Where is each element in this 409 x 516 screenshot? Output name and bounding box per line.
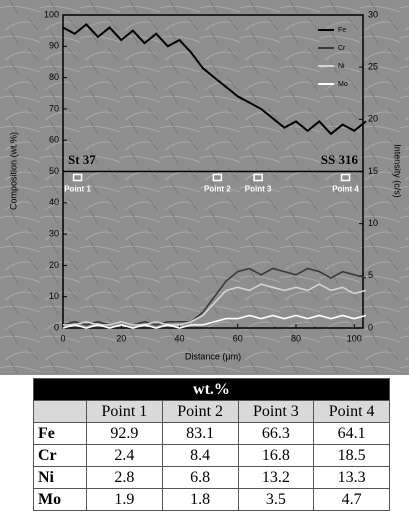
legend-label: Fe	[338, 27, 346, 34]
y-tick-label: 30	[49, 228, 59, 238]
y-tick-label: 10	[49, 291, 59, 301]
y2-tick-label: 25	[368, 62, 378, 72]
row-label: Mo	[33, 488, 87, 511]
point-marker	[253, 173, 263, 182]
x-tick-label: 40	[174, 333, 184, 343]
table-cell: 64.1	[313, 422, 390, 445]
x-axis-label: Distance (μm)	[185, 351, 241, 361]
y-tick-label: 60	[49, 135, 59, 145]
table-cell: 18.5	[313, 444, 390, 467]
row-label: Cr	[33, 444, 87, 467]
table-row: Cr 2.4 8.4 16.8 18.5	[33, 444, 390, 467]
x-tick-label: 80	[291, 333, 301, 343]
point-label: Point 2	[204, 185, 231, 194]
point-marker	[72, 173, 83, 182]
region-label: St 37	[68, 152, 96, 167]
point-label: Point 4	[332, 185, 359, 194]
y-tick-label: 50	[49, 166, 59, 176]
table-row: Fe 92.9 83.1 66.3 64.1	[33, 422, 390, 445]
y-tick-label: 80	[49, 72, 59, 82]
y-tick-label: 40	[49, 197, 59, 207]
table-cell: 3.5	[237, 488, 315, 511]
point-label: Point 3	[245, 185, 272, 194]
legend-label: Ni	[338, 63, 345, 70]
column-header: Point 1	[86, 400, 163, 423]
y2-tick-label: 30	[368, 9, 378, 19]
y-tick-label: 0	[54, 322, 59, 332]
table-row: Mo 1.9 1.8 3.5 4.7	[33, 488, 390, 511]
chart: Composition (wt.%) Intensity (c/s) Dista…	[0, 0, 409, 375]
table-cell: 8.4	[161, 444, 239, 467]
y2-tick-label: 5	[368, 270, 373, 280]
y2-tick-label: 20	[368, 114, 378, 124]
table-cell: 1.9	[86, 488, 163, 511]
data-line	[62, 314, 367, 329]
region-label: SS 316	[321, 152, 359, 167]
point-marker	[340, 173, 351, 182]
legend-label: Mo	[338, 81, 348, 88]
x-tick-label: 0	[60, 333, 65, 343]
row-label: Ni	[33, 466, 87, 489]
y2-tick-label: 15	[368, 166, 378, 176]
data-line	[63, 283, 367, 326]
y-tick-label: 20	[49, 260, 59, 270]
table-cell: 4.7	[313, 488, 390, 511]
x-tick-label: 100	[347, 333, 362, 343]
table-cell: 1.8	[161, 488, 239, 511]
point-marker	[212, 173, 223, 182]
table-row: Ni 2.8 6.8 13.2 13.3	[33, 466, 390, 489]
table-cell: 16.8	[237, 444, 315, 467]
table-cell: 92.9	[86, 422, 163, 445]
y2-tick-label: 10	[368, 218, 378, 228]
y2-tick-label: 0	[368, 322, 373, 332]
point-label: Point 1	[64, 185, 91, 194]
table-cell: 13.2	[237, 466, 315, 489]
table-cell: 83.1	[161, 422, 239, 445]
x-tick-label: 60	[233, 333, 243, 343]
x-tick-label: 20	[116, 333, 126, 343]
table-cell: 66.3	[237, 422, 315, 445]
column-header: Point 3	[237, 400, 315, 423]
row-label: Fe	[33, 422, 87, 445]
corner-cell	[33, 400, 87, 423]
table-cell: 6.8	[161, 466, 239, 489]
y2-axis-label: Intensity (c/s)	[393, 144, 403, 198]
table-cell: 2.8	[86, 466, 163, 489]
composition-table: wt.% Point 1 Point 2 Point 3 Point 4 Fe 92.9…	[33, 378, 390, 511]
y-tick-label: 70	[49, 103, 59, 113]
y-tick-label: 100	[44, 9, 59, 19]
legend-label: Cr	[338, 45, 346, 52]
data-line	[62, 23, 367, 136]
table-cell: 2.4	[86, 444, 163, 467]
table-cell: 13.3	[313, 466, 390, 489]
column-header: Point 4	[313, 400, 390, 423]
column-header: Point 2	[161, 400, 239, 423]
y-tick-label: 90	[49, 41, 59, 51]
y-axis-label: Composition (wt.%)	[8, 132, 18, 210]
table-title: wt.%	[33, 378, 390, 401]
